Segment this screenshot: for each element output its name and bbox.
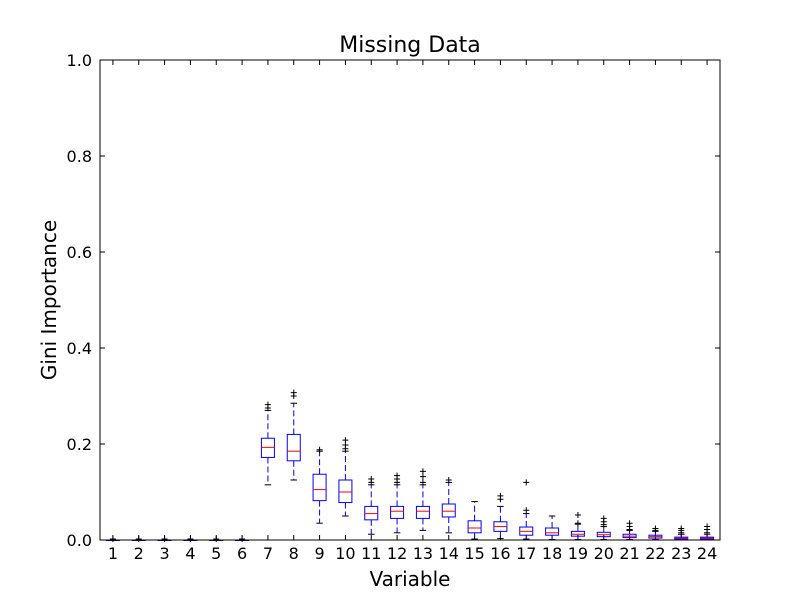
boxplot-18 <box>545 515 560 541</box>
flier-marker <box>161 536 168 543</box>
x-tick-label: 9 <box>314 544 324 563</box>
flier-marker <box>419 473 426 480</box>
boxplot-23 <box>674 525 689 541</box>
flier-marker <box>264 401 271 408</box>
flier-marker <box>368 476 375 483</box>
x-tick-label: 19 <box>568 544 588 563</box>
flier-marker <box>290 389 297 396</box>
boxplot-16 <box>493 492 508 540</box>
y-tick-label: 0.4 <box>67 339 92 358</box>
flier-marker <box>419 468 426 475</box>
box <box>545 527 560 536</box>
box <box>467 520 482 534</box>
flier-marker <box>213 536 220 543</box>
chart-title: Missing Data <box>339 33 481 58</box>
boxplot-10 <box>338 437 353 517</box>
x-tick-label: 2 <box>134 544 144 563</box>
boxplot-7 <box>260 401 275 486</box>
x-tick-label: 5 <box>211 544 221 563</box>
x-tick-label: 17 <box>516 544 536 563</box>
x-tick-label: 8 <box>289 544 299 563</box>
flier-marker <box>394 472 401 479</box>
flier-marker <box>704 523 711 530</box>
boxplot-15 <box>467 501 482 540</box>
x-tick-label: 4 <box>185 544 195 563</box>
y-tick-label: 0.8 <box>67 147 92 166</box>
box <box>390 505 405 519</box>
flier-marker <box>316 446 323 453</box>
x-tick-label: 10 <box>335 544 355 563</box>
boxplot-19 <box>570 512 585 541</box>
x-tick-label: 6 <box>237 544 247 563</box>
flier-marker <box>523 507 530 514</box>
box <box>441 503 456 518</box>
flier-marker <box>419 479 426 486</box>
x-tick-label: 16 <box>490 544 510 563</box>
x-axis-label: Variable <box>370 567 451 591</box>
flier-marker <box>600 515 607 522</box>
flier-marker <box>109 536 116 543</box>
plot-frame <box>99 59 721 541</box>
boxplot-21 <box>622 520 637 541</box>
boxplot-6 <box>235 536 250 543</box>
flier-marker <box>187 536 194 543</box>
boxplot-1 <box>105 536 120 543</box>
flier-marker <box>342 437 349 444</box>
x-tick-label: 15 <box>464 544 484 563</box>
flier-marker <box>445 477 452 483</box>
plot-content: 0.00.20.40.60.81.01 2 3 4 5 6 7 8 9 10 11 12 13 14 15 1… <box>67 51 720 563</box>
flier-marker <box>574 512 581 519</box>
boxplot-13 <box>415 468 430 531</box>
flier-marker <box>652 525 659 532</box>
x-tick-label: 18 <box>542 544 562 563</box>
x-tick-label: 1 <box>108 544 118 563</box>
boxplot-5 <box>209 536 224 543</box>
y-tick-label: 0.6 <box>67 243 92 262</box>
x-tick-label: 20 <box>594 544 614 563</box>
x-tick-label: 3 <box>159 544 169 563</box>
box <box>286 433 301 462</box>
boxplot-24 <box>700 523 715 541</box>
boxplot-14 <box>441 477 456 534</box>
boxplot-17 <box>519 479 534 540</box>
y-tick-label: 0.2 <box>67 435 92 454</box>
box <box>312 473 327 502</box>
y-tick-label: 0.0 <box>67 531 92 550</box>
boxplot-3 <box>157 536 172 543</box>
x-tick-label: 7 <box>263 544 273 563</box>
flier-marker <box>523 479 530 486</box>
flier-marker <box>574 520 581 527</box>
boxplot-12 <box>390 472 405 534</box>
flier-marker <box>239 536 246 543</box>
x-tick-label: 22 <box>645 544 665 563</box>
flier-marker <box>135 536 142 543</box>
box <box>415 505 430 519</box>
x-tick-label: 21 <box>619 544 639 563</box>
y-tick-label: 1.0 <box>67 51 92 70</box>
x-tick-label: 24 <box>697 544 717 563</box>
boxplot-2 <box>131 536 146 543</box>
box <box>338 479 353 504</box>
x-tick-label: 12 <box>387 544 407 563</box>
boxplot-9 <box>312 446 327 524</box>
boxplot-4 <box>183 536 198 543</box>
flier-marker <box>626 520 633 527</box>
x-tick-label: 11 <box>361 544 381 563</box>
y-axis-label: Gini Importance <box>37 220 61 380</box>
x-tick-label: 13 <box>413 544 433 563</box>
flier-marker <box>678 525 685 532</box>
boxplot-8 <box>286 389 301 481</box>
boxplot-11 <box>364 476 379 535</box>
x-tick-label: 14 <box>439 544 459 563</box>
flier-marker <box>497 492 504 499</box>
x-tick-label: 23 <box>671 544 691 563</box>
